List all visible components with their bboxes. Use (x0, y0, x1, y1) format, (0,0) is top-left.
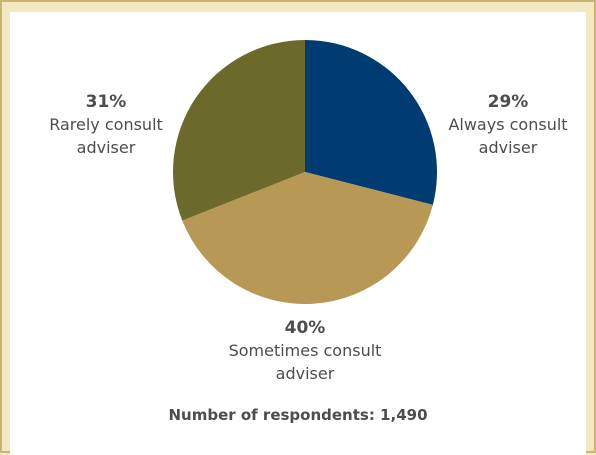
slice-percent-0: 29% (488, 92, 529, 112)
slice-percent-2: 31% (86, 92, 127, 112)
pie-slice-0 (305, 40, 437, 205)
slice-caption-1-1: adviser (276, 364, 335, 383)
slice-label-1: 40% Sometimes consult adviser (229, 318, 382, 383)
pie-slice-2 (173, 40, 305, 221)
slice-percent-1: 40% (285, 318, 326, 338)
pie-slice-1 (182, 172, 433, 305)
slice-label-0: 29% Always consult adviser (448, 92, 567, 157)
slice-caption-0-0: Always consult (448, 115, 567, 134)
slice-label-2: 31% Rarely consult adviser (49, 92, 163, 157)
slice-caption-0-1: adviser (479, 138, 538, 157)
slice-caption-2-0: Rarely consult (49, 115, 163, 134)
slice-caption-1-0: Sometimes consult (229, 341, 382, 360)
slice-caption-2-1: adviser (77, 138, 136, 157)
respondents-footnote: Number of respondents: 1,490 (168, 406, 428, 424)
